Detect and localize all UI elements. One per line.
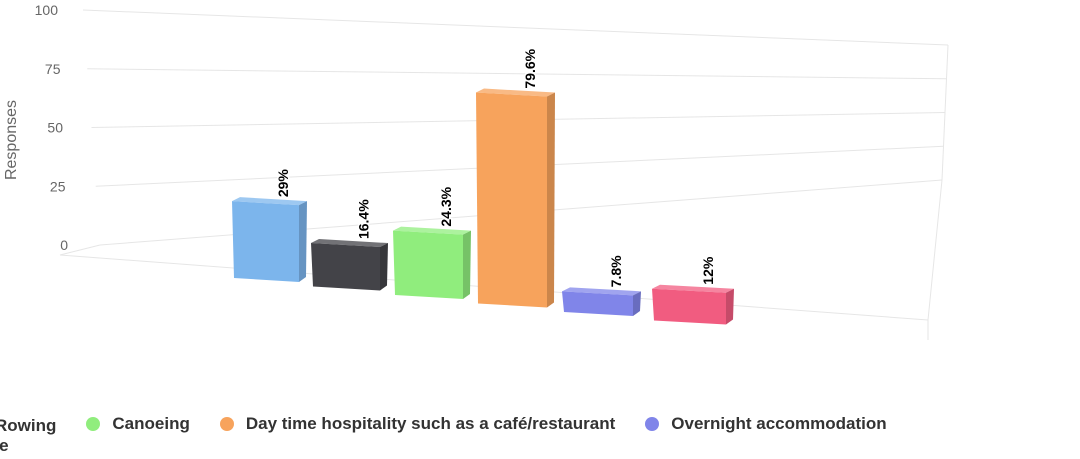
legend-label: Rowing [0,416,57,435]
bar-front-face [393,230,463,299]
legend-item[interactable]: Canoeing [86,414,190,434]
legend-label: lse [0,436,9,455]
legend-marker-icon [219,417,234,431]
floor-edge-left [59,244,101,256]
bar-data-label: 12% [700,256,716,285]
bar: 29% [232,167,307,282]
bar: 79.6% [476,47,555,308]
legend-marker-icon [86,417,101,431]
y-axis-title: Responses [3,100,20,180]
bar-side-face [547,92,555,308]
bar-data-label: 29% [275,169,291,198]
gridline [82,9,949,46]
bar-data-label: 79.6% [522,48,538,88]
bar-front-face [652,288,726,325]
bar-side-face [633,291,641,316]
bar-data-label: 16.4% [356,199,372,239]
legend-row: Rowing Canoeing Day time hospitality such … [0,414,917,436]
legend-item[interactable]: Rowing [0,416,56,436]
bar-side-face [726,288,734,325]
legend-label: Overnight accommodation [671,414,887,433]
legend-item[interactable]: lse [0,436,9,456]
bar: 16.4% [311,197,388,291]
bar-front-face [232,201,299,282]
y-axis-title-wrap: Responses [2,90,22,190]
legend-label: Canoeing [112,414,190,433]
y-tick-label: 100 [35,2,59,18]
bar-chart-3d: 0 25 50 75 100 29% 16.4% 24.3% 79.6% 7.8% 12% [35,2,949,340]
bar-front-face [311,243,380,291]
y-tick-label: 0 [60,237,68,253]
bar: 24.3% [393,185,471,299]
bar-top-face [476,88,555,97]
bar-top-face [562,287,641,296]
y-tick-label: 75 [45,61,61,77]
bar: 7.8% [562,253,641,316]
legend: Rowing Canoeing Day time hospitality such … [0,412,1080,459]
bar: 12% [652,255,734,325]
bar-top-face [311,239,388,248]
legend-marker-icon [645,417,660,431]
gridline [87,68,947,80]
bar-data-label: 24.3% [438,186,454,226]
y-tick-label: 50 [47,120,63,136]
bar-side-face [380,243,388,291]
bar-front-face [476,92,547,308]
legend-row: lse [0,436,39,456]
bar-top-face [652,284,734,293]
bar-side-face [299,201,307,282]
legend-item[interactable]: Overnight accommodation [645,414,887,434]
legend-label: Day time hospitality such as a café/rest… [245,414,616,433]
chart-area: 0 25 50 75 100 29% 16.4% 24.3% 79.6% 7.8% 12% [35,2,949,340]
bar-top-face [232,197,307,206]
bar-front-face [562,291,633,316]
bar-data-label: 7.8% [608,255,624,287]
bar-side-face [463,230,471,299]
floor-edge-right [927,179,943,321]
legend-item[interactable]: Day time hospitality such as a café/rest… [219,414,616,434]
y-tick-label: 25 [50,178,66,194]
bar-top-face [393,226,471,235]
